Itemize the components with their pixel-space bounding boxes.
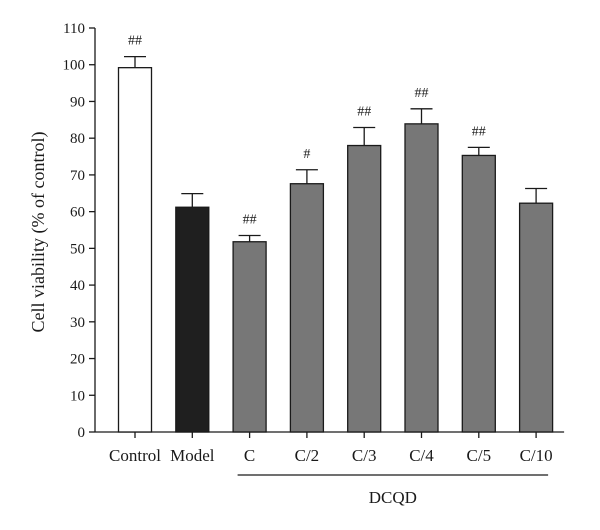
significance-marker: ## [357, 105, 371, 120]
significance-marker: # [303, 147, 310, 162]
x-category-label: Model [170, 446, 215, 465]
y-tick-label: 20 [70, 352, 85, 368]
y-tick-label: 50 [70, 241, 85, 257]
error-bars [124, 55, 548, 242]
x-category-label: C/2 [295, 446, 320, 465]
y-tick-label: 70 [70, 168, 85, 184]
x-axis: Control Model C C/2 C/3 C/4 C/5 C/10 [95, 431, 565, 465]
bar [289, 183, 325, 433]
bar [461, 154, 496, 433]
y-tick-label: 100 [63, 58, 86, 74]
y-tick-label: 90 [70, 94, 85, 110]
group-bracket: DCQD [237, 474, 549, 507]
significance-markers: ########### [128, 34, 486, 228]
y-tick-label: 40 [70, 278, 85, 294]
x-category-label: C/5 [467, 446, 492, 465]
significance-marker: ## [472, 124, 486, 139]
group-bracket-label: DCQD [369, 488, 417, 507]
y-axis: 0 10 20 30 40 50 60 70 80 90 100 110 [63, 21, 96, 441]
bar [175, 206, 210, 433]
y-tick-label: 10 [70, 388, 85, 404]
bar [347, 144, 382, 433]
x-category-label: C/10 [520, 446, 553, 465]
bars [117, 67, 554, 433]
bar [404, 123, 439, 433]
y-tick-label: 0 [78, 425, 86, 441]
y-tick-label: 60 [70, 205, 85, 221]
x-category-label: C [244, 446, 255, 465]
y-tick-label: 80 [70, 131, 85, 147]
y-tick-label: 30 [70, 315, 85, 331]
bar [117, 67, 153, 433]
y-tick-label: 110 [63, 21, 85, 37]
x-category-label: C/3 [352, 446, 377, 465]
x-category-label: Control [109, 446, 161, 465]
y-axis-title: Cell viability (% of control) [28, 132, 49, 333]
bar [232, 241, 267, 433]
significance-marker: ## [415, 86, 429, 101]
significance-marker: ## [128, 34, 142, 49]
bar [518, 202, 554, 433]
x-category-label: C/4 [409, 446, 434, 465]
significance-marker: ## [243, 213, 257, 228]
